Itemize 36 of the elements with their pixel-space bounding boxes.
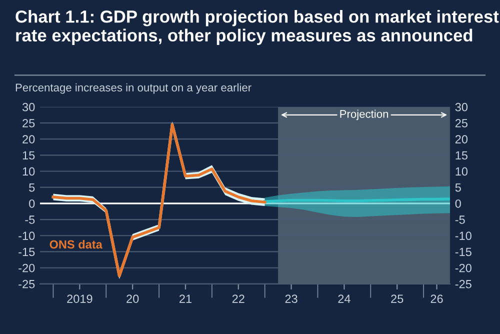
y2-tick-label: 15 (456, 151, 468, 160)
y-tick-label: -15 (18, 248, 35, 256)
y-tick-label: 25 (22, 119, 35, 128)
y-tick-label: 5 (29, 184, 35, 192)
y-tick-label: -25 (18, 280, 35, 288)
y2-tick-label: 5 (455, 184, 461, 192)
y2-tick-label: 25 (455, 119, 468, 128)
x-tick-label: 24 (338, 294, 350, 303)
annotation: Projection (340, 110, 388, 120)
y2-tick-label: 10 (456, 167, 468, 176)
y2-tick-label: -15 (455, 248, 472, 256)
y2-tick-label: -20 (455, 264, 472, 272)
y-tick-label: 15 (22, 151, 35, 160)
y-tick-label: -20 (18, 264, 35, 272)
series-label: ONS data (50, 240, 102, 249)
x-tick-label: 23 (285, 294, 298, 303)
y-axis-title: Percentage increases in output on a year earlier (16, 83, 252, 94)
x-tick-label: 20 (126, 294, 139, 303)
y2-tick-label: 20 (455, 135, 468, 144)
y-tick-label: -5 (25, 216, 35, 224)
y-tick-label: -10 (18, 232, 35, 240)
chart-title: Chart 1.1: GDP growth projection based on market interest rate expectations, other policy measures as announced (16, 10, 499, 45)
x-tick-label: 25 (391, 294, 404, 303)
y2-tick-label: -25 (455, 280, 472, 288)
x-tick-label: 26 (430, 294, 443, 303)
y2-tick-label: 0 (455, 199, 461, 208)
x-tick-label: 22 (232, 294, 244, 303)
x-tick-label: 21 (180, 294, 192, 303)
y2-tick-label: 30 (455, 102, 468, 112)
y-tick-label: 30 (22, 102, 35, 112)
x-tick-label: 2019 (67, 294, 92, 303)
y-tick-label: 20 (22, 135, 35, 144)
y-tick-label: 0 (29, 199, 35, 208)
y-tick-label: 10 (22, 167, 35, 176)
y2-tick-label: -10 (455, 232, 472, 240)
y2-tick-label: -5 (455, 216, 465, 224)
